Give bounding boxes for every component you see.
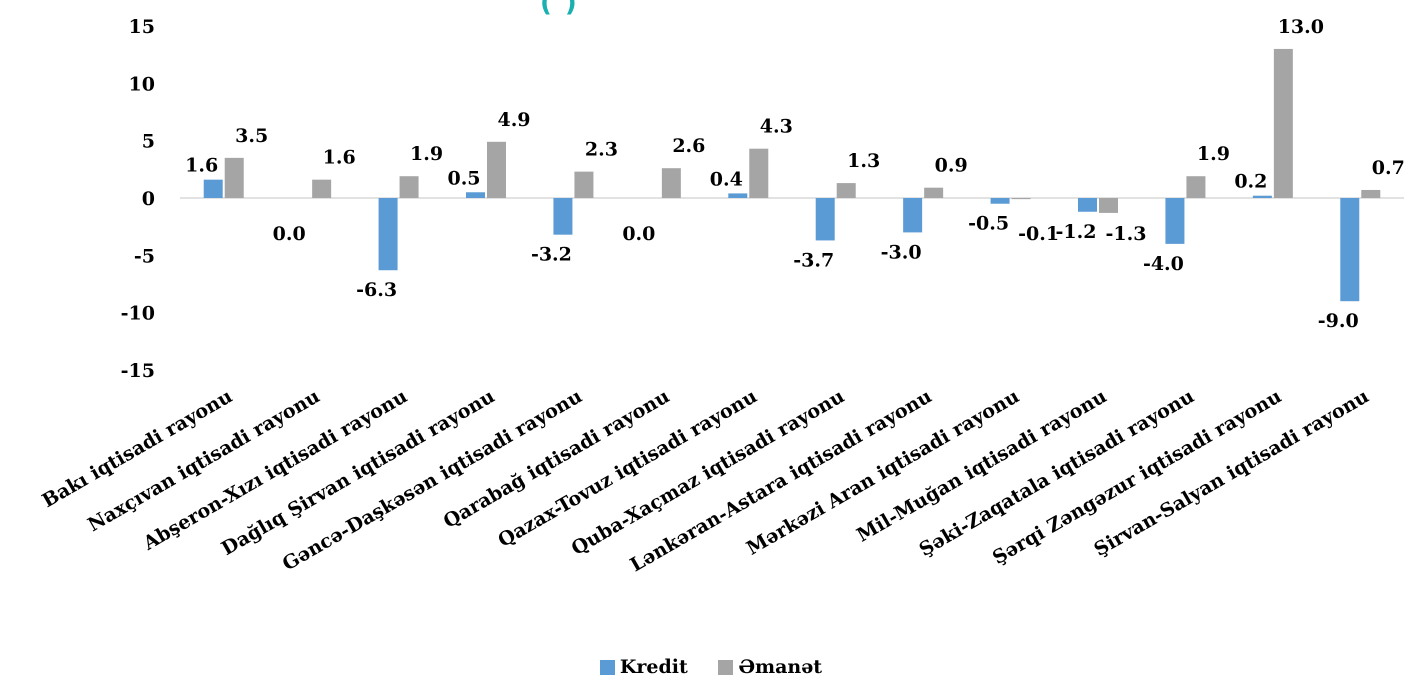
- bar-emanet: [661, 168, 681, 198]
- y-tick-label: 5: [142, 131, 155, 153]
- bar-kredit: [1078, 198, 1097, 212]
- bar-kredit: [815, 198, 835, 241]
- data-label-kredit: -6.3: [356, 279, 397, 301]
- data-label-kredit: 0.5: [447, 167, 480, 189]
- legend-label-emanet: Əmanət: [738, 656, 823, 678]
- legend-label-kredit: Kredit: [619, 656, 688, 678]
- data-label-emanet: 0.7: [1372, 157, 1405, 179]
- bar-emanet: [836, 183, 856, 198]
- data-label-kredit: -3.7: [793, 249, 834, 271]
- data-label-kredit: 0.0: [273, 223, 306, 245]
- data-label-kredit: 0.0: [622, 223, 655, 245]
- bar-kredit: [378, 198, 398, 271]
- data-label-emanet: 4.9: [497, 109, 530, 131]
- legend-item-kredit: Kredit: [599, 656, 688, 678]
- data-label-emanet: 2.3: [585, 139, 618, 161]
- data-label-kredit: -4.0: [1143, 253, 1184, 275]
- legend: Kredit Əmanət: [0, 656, 1422, 680]
- bar-emanet: [924, 187, 944, 198]
- bar-emanet: [399, 176, 419, 198]
- data-label-emanet: 1.6: [323, 147, 356, 169]
- y-tick-label: 0: [142, 188, 155, 210]
- y-tick-label: 15: [129, 16, 155, 38]
- data-label-emanet: 1.9: [410, 143, 443, 165]
- bars-group: [203, 48, 1381, 302]
- bar-emanet: [1361, 189, 1381, 198]
- data-label-emanet: 0.9: [935, 155, 968, 177]
- legend-swatch-kredit: [599, 659, 615, 675]
- bar-emanet: [574, 171, 594, 198]
- bar-kredit: [1165, 198, 1185, 244]
- bar-emanet: [487, 141, 506, 198]
- data-label-kredit: -1.2: [1056, 221, 1097, 243]
- chart-title-fragment: ( ): [540, 0, 579, 18]
- bar-kredit: [203, 179, 223, 198]
- y-tick-label: -15: [121, 360, 155, 382]
- y-tick-label: -10: [121, 303, 155, 325]
- bar-emanet: [1186, 176, 1206, 198]
- data-label-emanet: -0.1: [1018, 223, 1059, 245]
- data-label-kredit: -0.5: [968, 213, 1009, 235]
- data-label-kredit: 0.4: [710, 168, 743, 190]
- data-label-kredit: -3.2: [531, 244, 572, 266]
- bar-kredit: [903, 198, 923, 233]
- bar-emanet: [1011, 198, 1031, 200]
- bar-kredit: [466, 192, 485, 198]
- data-label-emanet: 1.9: [1197, 143, 1230, 165]
- bar-kredit: [1340, 198, 1360, 302]
- data-label-kredit: 0.2: [1234, 171, 1267, 193]
- bar-emanet: [312, 179, 332, 198]
- y-tick-label: -5: [134, 245, 155, 267]
- bar-emanet: [1273, 48, 1293, 198]
- data-label-kredit: -9.0: [1318, 310, 1359, 332]
- data-labels-group: 1.63.50.01.6-6.31.90.54.9-3.22.30.02.60.…: [185, 16, 1405, 332]
- y-axis-ticks: 15 10 5 0 -5 -10 -15: [121, 16, 155, 382]
- data-label-emanet: 13.0: [1278, 16, 1324, 38]
- data-label-emanet: 1.3: [847, 150, 880, 172]
- bar-emanet: [1099, 198, 1118, 213]
- data-label-emanet: 2.6: [672, 135, 705, 157]
- bar-emanet: [224, 157, 244, 198]
- bar-emanet: [749, 148, 769, 198]
- bar-kredit: [728, 193, 748, 198]
- bar-kredit: [1252, 195, 1272, 198]
- legend-swatch-emanet: [718, 659, 734, 675]
- data-label-emanet: 3.5: [235, 125, 268, 147]
- bar-kredit: [553, 198, 573, 235]
- data-label-kredit: -3.0: [881, 241, 922, 263]
- bar-kredit: [990, 198, 1010, 204]
- y-tick-label: 10: [129, 73, 155, 95]
- data-label-emanet: -1.3: [1106, 223, 1147, 245]
- data-label-kredit: 1.6: [185, 155, 218, 177]
- data-label-emanet: 4.3: [760, 116, 793, 138]
- legend-item-emanet: Əmanət: [718, 656, 822, 678]
